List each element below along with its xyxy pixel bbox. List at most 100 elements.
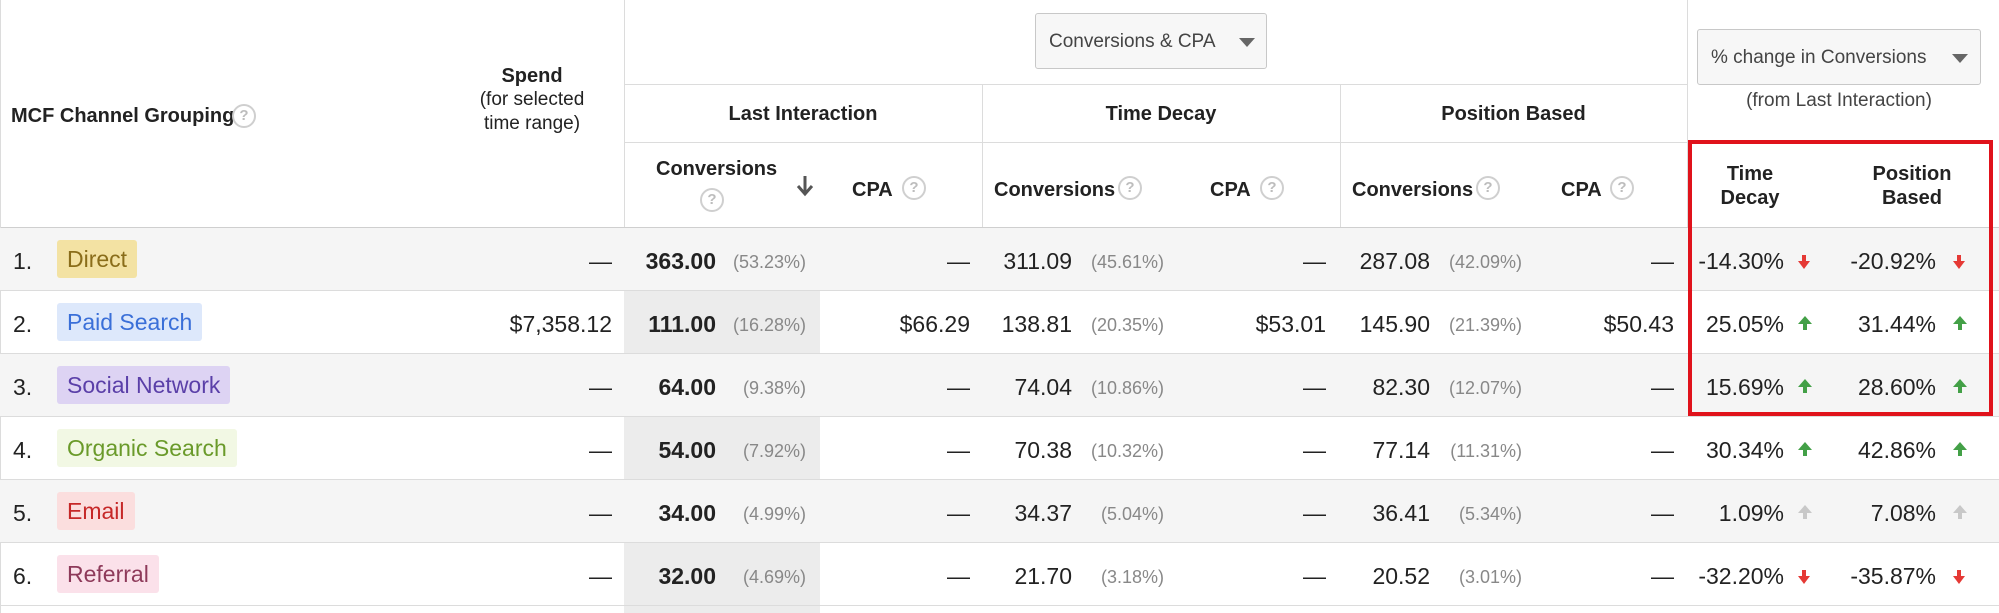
compare-dropdown-label: % change in Conversions <box>1711 47 1927 68</box>
li-conversions-value: 32.00 <box>658 563 716 589</box>
spend-label: Spend <box>501 65 563 87</box>
spend-value: — <box>589 563 612 589</box>
table-row[interactable]: 1. Direct — 363.00 (53.23%) — 311.09 (45.61%) — 2… <box>0 228 1999 291</box>
header-line: Based <box>1881 187 1943 209</box>
li-conversions-pct: (9.38%) <box>742 378 806 398</box>
pb-conversions-header[interactable]: Conversions <box>1352 179 1474 201</box>
arrow-up-icon <box>1953 379 1967 393</box>
grid-line <box>624 142 1687 143</box>
pb-conversions-value: 287.08 <box>1359 248 1430 274</box>
row-index: 1. <box>13 248 33 274</box>
change-position-based-value: -20.92% <box>1850 248 1936 274</box>
model-header-position-based: Position Based <box>1441 103 1586 125</box>
arrow-down-icon <box>1798 255 1810 269</box>
pb-conversions-pct: (21.39%) <box>1448 315 1522 335</box>
channel-tag[interactable]: Direct <box>57 240 138 278</box>
pb-conversions-value: 20.52 <box>1372 563 1430 589</box>
li-conversions-pct: (53.23%) <box>732 252 806 272</box>
li-cpa-value: — <box>947 563 970 589</box>
table-row[interactable]: 4. Organic Search — 54.00 (7.92%) — 70.38 (10.3… <box>0 417 1999 480</box>
grid-line <box>624 0 625 228</box>
td-cpa-value: $53.01 <box>1255 311 1326 337</box>
pb-cpa-value: — <box>1651 500 1674 526</box>
td-cpa-value: — <box>1303 563 1326 589</box>
change-time-decay-value: 30.34% <box>1705 437 1784 463</box>
grid-line <box>1687 0 1688 228</box>
header-line: Time <box>1726 163 1774 185</box>
td-conversions-pct: (3.18%) <box>1100 567 1164 587</box>
td-conversions-pct: (10.32%) <box>1090 441 1164 461</box>
spend-header[interactable]: Spend (for selected time range) <box>450 64 614 136</box>
help-icon[interactable]: ? <box>1476 176 1500 200</box>
pb-cpa-header[interactable]: CPA <box>1561 179 1602 201</box>
td-conversions-header[interactable]: Conversions <box>994 179 1116 201</box>
pb-cpa-value: — <box>1651 437 1674 463</box>
row-index: 6. <box>13 563 33 589</box>
table-row[interactable]: 6. Referral — 32.00 (4.69%) — 21.70 (3.18%) — 20.… <box>0 543 1999 606</box>
li-conversions-value: 54.00 <box>658 437 716 463</box>
help-icon[interactable]: ? <box>1118 176 1142 200</box>
change-position-based-header[interactable]: Position Based <box>1862 162 1962 210</box>
header-line: Position <box>1872 163 1952 185</box>
pb-conversions-value: 36.41 <box>1372 500 1430 526</box>
channel-tag[interactable]: Referral <box>57 555 159 593</box>
model-header-time-decay: Time Decay <box>1105 103 1217 125</box>
td-conversions-pct: (10.86%) <box>1090 378 1164 398</box>
pb-conversions-pct: (3.01%) <box>1458 567 1522 587</box>
li-conversions-value: 363.00 <box>645 248 716 274</box>
chevron-down-icon <box>1239 38 1255 47</box>
pb-cpa-value: — <box>1651 248 1674 274</box>
change-time-decay-value: -14.30% <box>1698 248 1784 274</box>
td-conversions-value: 311.09 <box>1003 248 1072 274</box>
change-position-based-value: 31.44% <box>1857 311 1936 337</box>
help-icon[interactable]: ? <box>232 104 256 128</box>
pb-conversions-value: 145.90 <box>1359 311 1430 337</box>
arrow-down-icon <box>1953 255 1965 269</box>
help-icon[interactable]: ? <box>700 188 724 212</box>
highlight-box <box>1688 140 1993 416</box>
arrow-up-icon <box>1798 316 1812 330</box>
row-index: 5. <box>13 500 33 526</box>
td-conversions-pct: (20.35%) <box>1090 315 1164 335</box>
help-icon[interactable]: ? <box>902 176 926 200</box>
td-cpa-header[interactable]: CPA <box>1210 179 1251 201</box>
li-conversions-pct: (16.28%) <box>732 315 806 335</box>
channel-tag[interactable]: Social Network <box>57 366 231 404</box>
metric-dropdown-label: Conversions & CPA <box>1049 31 1216 52</box>
spend-value: — <box>589 248 612 274</box>
row-index: 4. <box>13 437 33 463</box>
change-time-decay-header[interactable]: Time Decay <box>1700 162 1800 210</box>
sort-desc-arrow-icon[interactable] <box>795 174 815 203</box>
pb-cpa-value: — <box>1651 563 1674 589</box>
li-conversions-pct: (4.69%) <box>742 567 806 587</box>
change-time-decay-value: 1.09% <box>1718 500 1784 526</box>
mcf-channel-grouping-header[interactable]: MCF Channel Grouping <box>11 105 235 127</box>
li-cpa-header[interactable]: CPA <box>852 179 893 201</box>
channel-tag[interactable]: Email <box>57 492 135 530</box>
pb-conversions-pct: (5.34%) <box>1458 504 1522 524</box>
td-conversions-pct: (45.61%) <box>1090 252 1164 272</box>
channel-tag[interactable]: Paid Search <box>57 303 203 341</box>
td-cpa-value: — <box>1303 374 1326 400</box>
spend-value: — <box>589 437 612 463</box>
table-row[interactable]: 2. Paid Search $7,358.12 111.00 (16.28%) $66.… <box>0 291 1999 354</box>
table-row[interactable]: 3. Social Network — 64.00 (9.38%) — 74.04 (10.8… <box>0 354 1999 417</box>
spend-value: $7,358.12 <box>509 311 612 337</box>
pb-conversions-pct: (42.09%) <box>1448 252 1522 272</box>
model-header-last-interaction: Last Interaction <box>728 103 878 125</box>
left-border <box>0 0 1 613</box>
help-icon[interactable]: ? <box>1260 176 1284 200</box>
row-index: 3. <box>13 374 33 400</box>
help-icon[interactable]: ? <box>1610 176 1634 200</box>
change-time-decay-value: -32.20% <box>1698 563 1784 589</box>
td-conversions-value: 70.38 <box>1014 437 1072 463</box>
metric-dropdown[interactable]: Conversions & CPA <box>1035 13 1267 69</box>
table-row[interactable]: 5. Email — 34.00 (4.99%) — 34.37 (5.04%) — 36.41 (… <box>0 480 1999 543</box>
compare-dropdown[interactable]: % change in Conversions <box>1697 29 1981 85</box>
li-conversions-header[interactable]: Conversions <box>656 158 778 180</box>
td-conversions-value: 74.04 <box>1014 374 1072 400</box>
channel-tag[interactable]: Organic Search <box>57 429 237 467</box>
pb-conversions-value: 77.14 <box>1372 437 1430 463</box>
arrow-up-icon <box>1953 505 1967 519</box>
li-cpa-value: — <box>947 248 970 274</box>
